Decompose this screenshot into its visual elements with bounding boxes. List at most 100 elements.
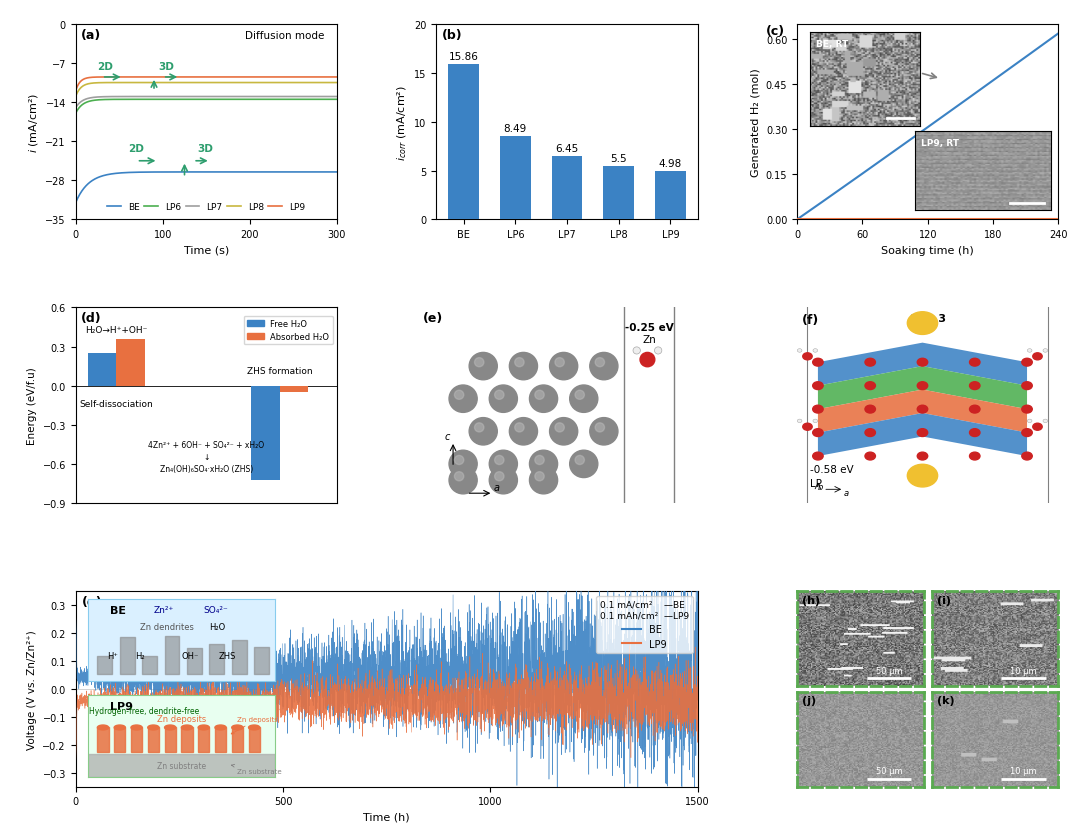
Text: LP: LP [810,478,822,488]
LP8 [325,79,338,89]
Text: 10 μm: 10 μm [1010,766,1037,775]
Text: (d): (d) [81,312,102,325]
LP6 [194,95,207,105]
Circle shape [1043,420,1048,423]
Text: 50 μm: 50 μm [876,666,902,675]
Circle shape [455,472,463,481]
Text: Self-dissociation: Self-dissociation [80,399,153,408]
Circle shape [474,423,484,432]
LP7 [211,93,224,103]
Text: a: a [494,482,499,492]
LP9 [325,73,338,83]
Circle shape [917,429,928,437]
LP8 [284,79,297,89]
LP6 [330,95,343,105]
LP7 [325,93,338,103]
LP9 [193,73,206,83]
Circle shape [1022,383,1032,390]
Circle shape [917,383,928,390]
Y-axis label: $i$ (mA/cm²): $i$ (mA/cm²) [27,93,40,152]
Circle shape [575,391,584,400]
Text: H₂O→H⁺+OH⁻: H₂O→H⁺+OH⁻ [85,325,148,335]
LP8 [330,79,343,89]
Circle shape [1022,429,1032,437]
Circle shape [535,456,544,465]
Text: -0.25 eV: -0.25 eV [624,323,674,333]
Y-axis label: Voltage (V vs. Zn/Zn²⁺): Voltage (V vs. Zn/Zn²⁺) [27,629,37,749]
Circle shape [917,406,928,413]
BE [193,168,206,178]
Circle shape [550,418,578,445]
Circle shape [970,406,980,413]
Circle shape [1032,424,1042,431]
LP8 [225,79,238,89]
Circle shape [917,453,928,460]
LP9 [69,87,82,97]
LP8 [211,79,224,89]
Text: (a): (a) [81,29,102,41]
Circle shape [529,467,557,494]
BE [283,168,296,178]
Circle shape [489,450,517,478]
LP9 [194,73,207,83]
Text: -0.58 eV: -0.58 eV [810,465,853,474]
Text: 5.5: 5.5 [610,153,627,163]
Text: Zn: Zn [643,335,656,344]
LP8 [194,79,207,89]
Polygon shape [818,413,1027,456]
Line: LP9: LP9 [76,78,337,92]
Circle shape [865,406,876,413]
LP9 [284,73,297,83]
LP6 [318,95,330,105]
Bar [603,166,634,220]
Text: 4.98: 4.98 [659,159,681,169]
Text: 10 μm: 10 μm [1010,666,1037,675]
BE [324,168,337,178]
Circle shape [474,359,484,368]
Circle shape [529,450,557,478]
BE [330,168,343,178]
Circle shape [469,418,497,445]
Text: (h): (h) [802,595,820,605]
LP8 [193,79,206,89]
Bar [552,157,582,220]
Y-axis label: Energy (eV/f.u): Energy (eV/f.u) [27,367,37,445]
Circle shape [970,453,980,460]
Bar [87,354,117,386]
LP7 [330,93,343,103]
Circle shape [1022,406,1032,413]
Circle shape [865,453,876,460]
Circle shape [865,383,876,390]
Circle shape [1027,349,1032,353]
Circle shape [1022,453,1032,460]
Text: 2D: 2D [127,144,144,154]
Circle shape [1032,354,1042,360]
Circle shape [797,420,802,423]
Circle shape [495,456,504,465]
Circle shape [802,424,812,431]
Y-axis label: Generated H₂ (mol): Generated H₂ (mol) [751,68,760,177]
Circle shape [813,420,818,423]
Text: 50 μm: 50 μm [876,766,902,775]
Line: LP6: LP6 [76,100,337,114]
Legend: BE, LP6, LP7, LP8, LP9: BE, LP6, LP7, LP8, LP9 [104,200,309,215]
Text: 3D: 3D [159,61,174,71]
Circle shape [495,472,504,481]
Circle shape [569,450,598,478]
Circle shape [535,472,544,481]
LP6 [193,95,206,105]
Y-axis label: $i_{corr}$ (mA/cm²): $i_{corr}$ (mA/cm²) [395,84,408,161]
Polygon shape [818,390,1027,433]
Text: (g): (g) [82,595,103,609]
Circle shape [812,383,823,390]
Circle shape [590,418,618,445]
Circle shape [510,353,538,380]
LP8 [69,93,82,103]
Polygon shape [818,344,1027,386]
Text: (k): (k) [936,696,955,705]
Circle shape [515,423,524,432]
LP7 [225,93,238,103]
Circle shape [970,383,980,390]
LP9 [226,73,239,83]
Text: (c): (c) [766,25,785,38]
